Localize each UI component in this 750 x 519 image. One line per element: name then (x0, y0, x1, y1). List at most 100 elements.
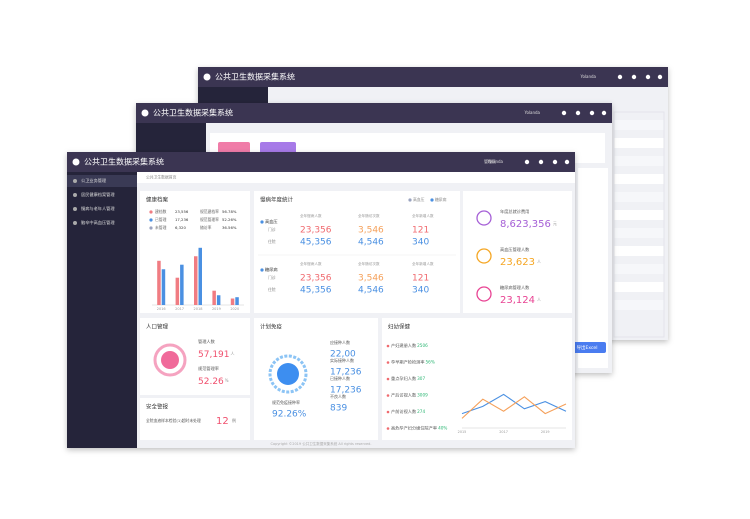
legend-rate-name: 规范建档率 (200, 209, 219, 214)
header-icon[interactable] (589, 110, 595, 116)
item-label: 应接种人数 (330, 339, 350, 345)
card-button (260, 142, 296, 154)
item-label: 孕早期产检检测率 (391, 359, 425, 366)
stat-value: 121 (412, 274, 429, 284)
export-button (568, 342, 606, 353)
panel-title: 安全警报 (146, 403, 169, 411)
stat-value-text: 23,124 人 (500, 295, 541, 306)
bar (230, 298, 235, 305)
item-value: 3009 (417, 393, 428, 398)
stat-label: 糖尿病管理人数 (500, 284, 530, 291)
panel (254, 318, 378, 440)
item-value: 52.26 (198, 377, 224, 387)
legend-rate: 56.78% (222, 209, 237, 214)
header-icon[interactable] (564, 159, 570, 165)
bar (161, 269, 166, 305)
sidebar-active (67, 175, 137, 187)
user-name: Yolanda (487, 159, 504, 164)
item-unit: % (225, 378, 229, 383)
window-header (136, 103, 612, 123)
header-icon[interactable] (645, 74, 651, 80)
bar (194, 256, 198, 305)
stat-unit: 人 (537, 297, 541, 302)
item-dot (386, 361, 390, 364)
stat-value: 23,356 (300, 226, 332, 236)
window-header (198, 67, 668, 87)
header-icon[interactable] (561, 110, 567, 116)
header-icon[interactable] (552, 159, 558, 165)
item-value: 274 (417, 409, 425, 414)
breadcrumb: 公共卫生数据首页 (146, 175, 177, 180)
panel (254, 191, 460, 313)
item-label: 产后访视人数 (391, 392, 417, 399)
stat-value: 23,356 (300, 274, 332, 284)
stat-label: 年度总就诊费用 (500, 208, 529, 215)
item-value: 17,236 (330, 368, 362, 378)
stat-value: 8,623,356 (500, 219, 551, 230)
stat-value: 45,356 (300, 286, 332, 296)
table-row (614, 156, 664, 166)
header-icon[interactable] (575, 110, 581, 116)
column-header: 全年慢病人数 (300, 213, 322, 218)
row-label: 住院 (268, 287, 276, 292)
item-label: 产妇建册人数 (391, 342, 417, 349)
column-header: 全年随访次数 (358, 213, 380, 218)
header-icon[interactable] (631, 74, 637, 80)
legend-dot (408, 198, 412, 202)
user-name: Yolanda (580, 74, 597, 79)
group-name: 糖尿病 (265, 266, 278, 273)
legend-dot (149, 218, 153, 222)
header-icon[interactable] (524, 159, 530, 165)
panel-title: 慢病年度统计 (260, 196, 294, 204)
item-dot (386, 344, 390, 348)
stat-value: 4,546 (358, 286, 384, 296)
bar (235, 297, 239, 305)
table-row (614, 228, 664, 238)
sidebar-item: 居民健康档案管理 (81, 191, 115, 198)
item-label: 高危孕产妇分娩住院产率 (391, 425, 437, 432)
header-icon[interactable] (601, 110, 607, 116)
panel-title: 人口管理 (146, 323, 169, 331)
legend-name: 糖尿病 (435, 197, 447, 202)
bar (198, 247, 202, 305)
x-tick-label: 2020 (230, 307, 239, 311)
x-tick-label: 2019 (212, 307, 221, 311)
sidebar-icon (73, 193, 77, 197)
table-row (614, 192, 664, 202)
logo (141, 109, 149, 117)
item-label: 产前访视人数 (391, 408, 417, 415)
header-icon[interactable] (538, 159, 544, 165)
panel-title: 妇幼保健 (388, 323, 411, 331)
user-name: Yolanda (524, 110, 541, 115)
item-label: 已接种人数 (330, 375, 350, 381)
group-dot (260, 268, 264, 272)
bar (157, 260, 161, 305)
logo (72, 158, 80, 166)
x-tick-label: 2018 (194, 307, 203, 311)
item-text: 产后访视人数3009 (391, 392, 428, 399)
item-text: 产妇建册人数2506 (391, 342, 428, 349)
stat-unit: 人 (537, 259, 541, 264)
item-value: 17,236 (330, 386, 362, 396)
item-value: 839 (330, 404, 347, 414)
stat-value: 121 (412, 226, 429, 236)
item-label: 重点孕妇人数 (391, 375, 417, 382)
item-value: 56% (426, 360, 435, 365)
item-text: 重点孕妇人数307 (391, 375, 425, 382)
table-row (614, 282, 664, 292)
app-title: 公共卫生数据采集系统 (84, 157, 164, 167)
group-name: 高血压 (265, 218, 278, 225)
legend-dot (430, 198, 434, 202)
item-label: 规范管理率 (198, 365, 219, 372)
table-row (614, 138, 664, 148)
line-series (461, 393, 567, 415)
column-header: 全年慢病人数 (300, 261, 322, 266)
legend-dot (149, 226, 153, 230)
header-icon[interactable] (617, 74, 623, 80)
header-icon[interactable] (657, 74, 663, 80)
item-dot (386, 394, 390, 397)
stat-value: 45,356 (300, 238, 332, 248)
stat-value: 23,623 (500, 257, 535, 268)
sidebar (67, 172, 137, 448)
